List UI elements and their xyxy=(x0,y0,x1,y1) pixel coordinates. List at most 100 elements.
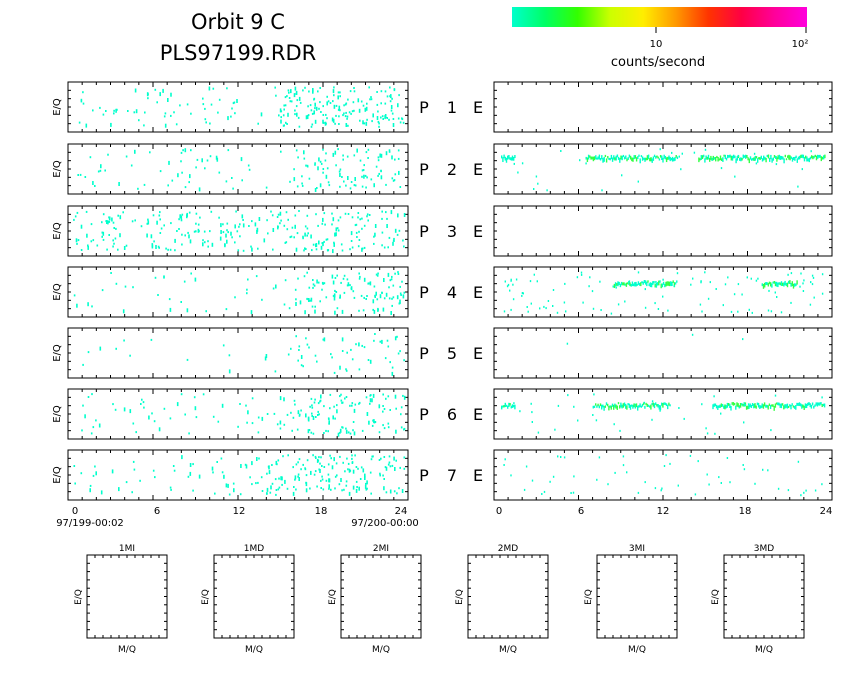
data-cell xyxy=(371,424,374,427)
data-cell xyxy=(298,458,301,461)
data-cell xyxy=(549,480,551,483)
data-cell xyxy=(364,473,366,478)
data-cell xyxy=(221,471,224,474)
band-cell xyxy=(639,403,641,408)
data-cell xyxy=(357,216,359,219)
data-cell xyxy=(311,123,314,126)
data-cell xyxy=(556,311,559,314)
data-cell xyxy=(282,455,284,458)
data-cell xyxy=(733,293,736,296)
data-cell xyxy=(381,244,383,247)
band-cell xyxy=(633,155,635,160)
data-cell xyxy=(296,112,298,117)
data-cell xyxy=(343,291,346,294)
colorbar xyxy=(512,7,807,27)
ylabel-eq-1: E/Q xyxy=(52,98,63,116)
data-cell xyxy=(547,300,550,302)
row-e-label-1: E xyxy=(473,98,483,117)
band-cell xyxy=(739,403,742,408)
ylabel-eq-2: E/Q xyxy=(52,160,63,178)
data-cell xyxy=(279,211,282,216)
data-cell xyxy=(369,98,371,101)
band-cell xyxy=(608,405,610,411)
data-cell xyxy=(376,274,379,277)
data-cell xyxy=(80,100,83,103)
mass-panel-ylabel: E/Q xyxy=(584,589,594,605)
data-cell xyxy=(383,297,386,300)
band-cell xyxy=(620,402,622,408)
data-cell xyxy=(293,93,296,98)
data-cell xyxy=(180,215,183,220)
data-cell xyxy=(536,280,538,283)
data-cell xyxy=(134,219,136,222)
data-cell xyxy=(777,487,780,490)
band-cell xyxy=(657,156,659,159)
data-cell xyxy=(385,397,387,400)
data-cell xyxy=(350,231,353,236)
data-cell xyxy=(190,149,192,152)
band-cell xyxy=(632,283,635,287)
data-cell xyxy=(133,111,136,114)
data-cell xyxy=(238,225,240,228)
data-cell xyxy=(360,100,363,103)
data-cell xyxy=(292,466,294,469)
data-cell xyxy=(353,408,356,413)
band-cell xyxy=(712,155,714,161)
data-cell xyxy=(195,222,197,225)
left-tick-label: 6 xyxy=(154,506,160,517)
data-cell xyxy=(218,216,220,219)
data-cell xyxy=(251,483,253,486)
mass-panel-xlabel: M/Q xyxy=(755,645,773,655)
data-cell xyxy=(73,218,75,221)
band-cell xyxy=(619,283,622,288)
left-panels xyxy=(67,81,409,501)
data-cell xyxy=(392,123,395,127)
data-cell xyxy=(513,162,515,165)
data-cell xyxy=(295,463,298,466)
data-cell xyxy=(391,371,394,376)
band-cell xyxy=(720,403,723,408)
band-cell xyxy=(771,404,773,407)
data-cell xyxy=(282,124,285,127)
data-cell xyxy=(619,429,621,432)
panel-left-6 xyxy=(67,388,409,440)
data-cell xyxy=(222,231,225,234)
data-cell xyxy=(381,217,383,220)
data-cell xyxy=(358,486,360,491)
data-cell xyxy=(341,249,344,252)
data-cell xyxy=(337,229,340,232)
mass-panel-title: 2MD xyxy=(498,544,518,554)
band-cell xyxy=(770,154,772,160)
data-cell xyxy=(159,211,161,214)
data-cell xyxy=(260,476,263,479)
data-cell xyxy=(294,214,297,217)
data-cell xyxy=(351,110,354,113)
data-cell xyxy=(521,294,523,297)
data-cell xyxy=(821,396,823,399)
band-cell xyxy=(761,403,763,408)
data-cell xyxy=(535,175,538,178)
band-cell xyxy=(651,402,653,406)
data-cell xyxy=(365,186,367,189)
data-cell xyxy=(346,351,348,354)
data-cell xyxy=(336,474,338,477)
panel-right-6 xyxy=(493,388,833,440)
data-cell xyxy=(580,271,583,274)
data-cell xyxy=(344,397,346,400)
data-cell xyxy=(141,398,143,401)
data-cell xyxy=(224,243,226,248)
data-cell xyxy=(358,401,361,404)
data-cell xyxy=(319,87,321,89)
data-cell xyxy=(394,173,397,176)
data-cell xyxy=(132,286,134,289)
data-cell xyxy=(107,220,109,225)
band-cell xyxy=(505,404,508,407)
data-cell xyxy=(180,393,183,396)
data-cell xyxy=(184,413,186,416)
data-cell xyxy=(323,282,326,285)
data-cell xyxy=(644,288,646,291)
data-cell xyxy=(743,468,746,471)
data-cell xyxy=(617,303,620,306)
data-cell xyxy=(195,230,197,233)
data-cell xyxy=(362,120,364,125)
